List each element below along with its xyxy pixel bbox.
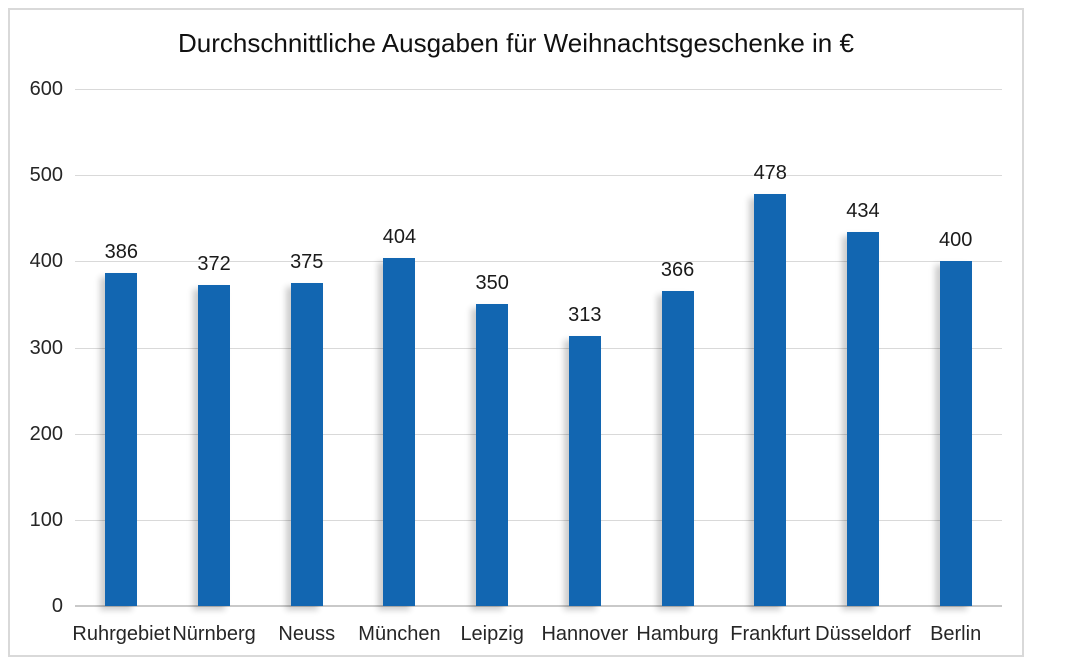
x-axis-category-label: Berlin (930, 623, 982, 645)
gridline (75, 89, 1002, 90)
bar (383, 257, 416, 606)
plot-area: 0 100 200 300 400 500 600 386 Ruhrgebiet 372 Nürnb… (10, 10, 1022, 655)
bar (846, 232, 879, 606)
y-axis-tick-label: 100 (29, 508, 63, 531)
bar-value-label: 366 (660, 258, 695, 281)
bar-value-label: 375 (290, 250, 324, 273)
bar (105, 273, 138, 606)
bar-value-label: 478 (753, 162, 787, 185)
bar-value-label: 404 (382, 225, 417, 248)
gridline (75, 519, 1002, 521)
bar (476, 304, 509, 606)
x-axis-category-label: München (358, 623, 441, 645)
x-axis-line (75, 605, 1002, 607)
y-axis-tick-label: 400 (29, 250, 63, 273)
y-axis-tick-label: 200 (29, 422, 63, 445)
bar-value-label: 313 (568, 304, 602, 327)
x-axis-category-label: Leipzig (460, 623, 524, 645)
chart-title: Durchschnittliche Ausgaben für Weihnacht… (178, 28, 854, 58)
gridline (75, 261, 1002, 263)
bar (939, 261, 972, 606)
bar (661, 290, 694, 606)
x-axis-category-label: Hannover (541, 623, 629, 645)
x-axis-category-label: Frankfurt (730, 623, 811, 645)
x-axis-category-label: Nürnberg (172, 623, 256, 645)
gridline (75, 347, 1002, 349)
bar-value-label: 372 (197, 253, 231, 276)
chart-container: Durchschnittliche Ausgaben für Weihnacht… (8, 8, 1024, 657)
bar (198, 285, 231, 606)
y-axis-tick-label: 0 (51, 595, 63, 617)
x-axis-category-label: Hamburg (636, 623, 719, 645)
bar-value-label: 386 (104, 241, 139, 264)
bar (290, 282, 323, 606)
y-axis-tick-label: 500 (29, 164, 63, 187)
bar (754, 194, 787, 606)
x-axis-category-label: Neuss (278, 623, 336, 645)
bar-value-label: 434 (846, 200, 880, 223)
y-axis-tick-label: 600 (29, 78, 63, 100)
y-axis-tick-label: 300 (29, 336, 63, 359)
gridline (75, 175, 1002, 177)
bar-value-label: 400 (938, 229, 973, 252)
gridline (75, 433, 1002, 435)
x-axis-category-label: Ruhrgebiet (72, 623, 171, 645)
bar (568, 336, 601, 606)
bar-value-label: 350 (475, 272, 509, 295)
x-axis-category-label: Düsseldorf (815, 623, 911, 645)
